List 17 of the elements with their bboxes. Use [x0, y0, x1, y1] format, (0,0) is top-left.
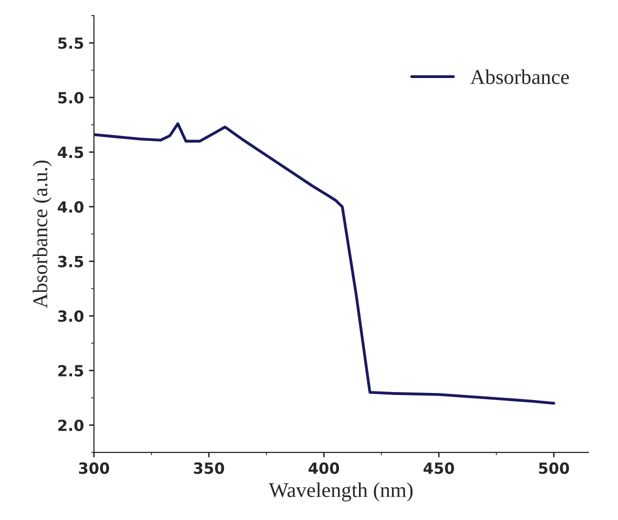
y-tick-label: 4.5: [58, 146, 84, 158]
y-tick-label: 3.0: [58, 310, 84, 322]
y-tick-label: 5.0: [58, 92, 84, 104]
legend-label: Absorbance: [470, 69, 569, 84]
y-tick-label: 5.5: [58, 38, 84, 49]
x-tick-label: 350: [194, 462, 224, 474]
x-tick-label: 500: [539, 462, 570, 474]
y-tick-label: 4.0: [58, 201, 84, 213]
y-tick-label: 2.0: [58, 420, 84, 432]
x-tick-label: 400: [308, 462, 340, 474]
y-tick-label: 2.5: [58, 364, 84, 377]
line-series: [94, 122, 556, 405]
y-tick-label: 3.5: [58, 256, 84, 268]
x-axis-title: Wavelength (nm): [268, 482, 413, 502]
x-tick-label: 300: [79, 462, 110, 474]
x-tick-label: 450: [424, 462, 454, 474]
y-axis-title: Absorbance (a.u.): [32, 160, 52, 308]
